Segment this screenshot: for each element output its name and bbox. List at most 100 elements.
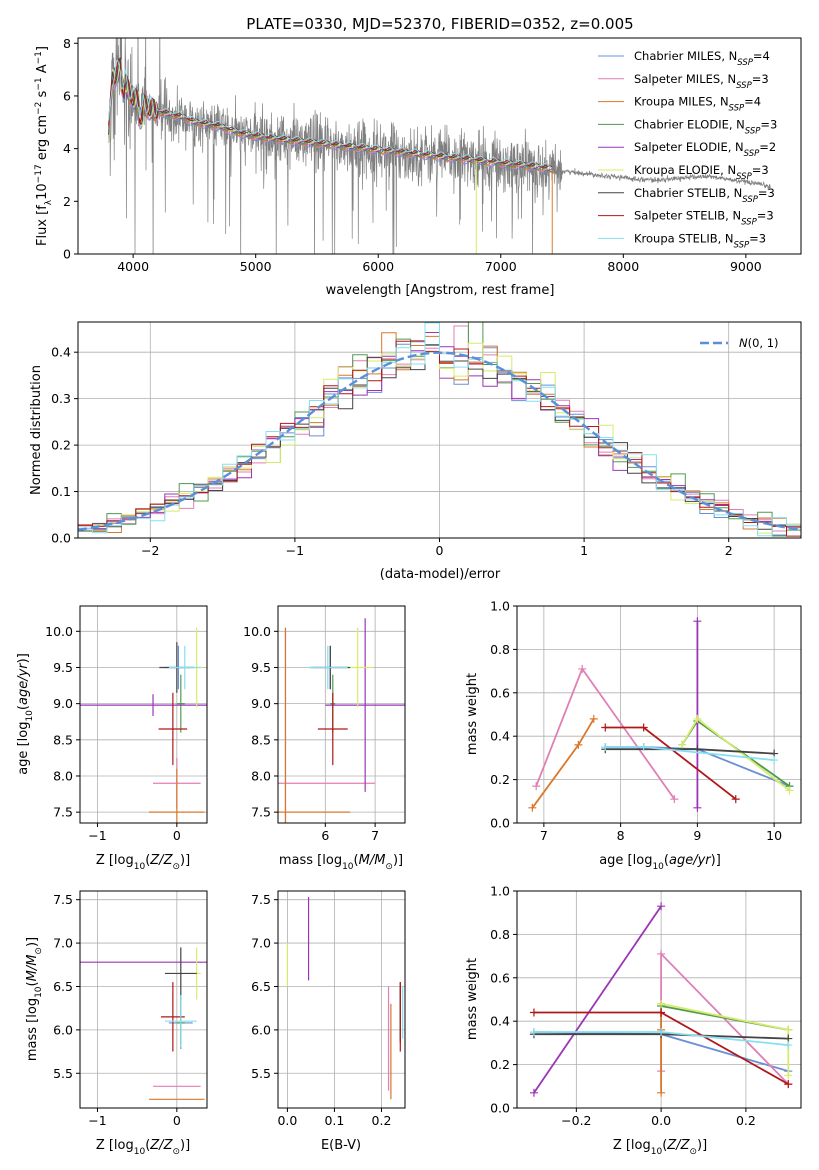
legend-name: Salpeter ELODIE, N: [634, 140, 744, 154]
age-mass-x-label-part: (: [354, 853, 359, 868]
axes-frame: [277, 890, 406, 1109]
histogram-y-label: Normed distribution: [29, 365, 44, 495]
weight-z-x-label-part: (: [662, 1138, 667, 1153]
y-tick-label: 7.0: [53, 936, 73, 951]
x-tick-label: 5000: [240, 259, 272, 274]
legend-nssp: =4: [744, 95, 761, 109]
data-point: [149, 768, 205, 823]
y-tick-label: 0.2: [490, 1057, 510, 1072]
weight-z-x-label-part: Z/Z: [666, 1138, 690, 1153]
legend-entry: Chabrier MILES, NSSP=4: [634, 49, 770, 68]
spectrum-y-label-part: ]: [35, 46, 50, 51]
age-z-x-label-part: )]: [180, 853, 190, 868]
axes-frame: [77, 37, 802, 255]
weight-point-marker: [529, 1008, 538, 1017]
age-vs-Z-axes: −1 0 7.5 8.0 8.5 9.0 9.5 10.0: [45, 605, 208, 843]
legend-entry: Chabrier ELODIE, NSSP=3: [634, 117, 777, 136]
data-point: [278, 627, 351, 823]
y-tick-label: 7.5: [53, 805, 73, 820]
x-tick-label: 0.1: [324, 1113, 344, 1128]
age-z-y-label-part: 10: [25, 710, 35, 722]
x-tick-label: 9: [693, 828, 701, 843]
mass-z-y-label-part: )]: [25, 937, 40, 947]
spectrum-y-label-part: λ: [44, 199, 54, 205]
weight-age-y-label-part: mass weight: [465, 673, 480, 755]
x-tick-label: −2: [141, 543, 159, 558]
legend-sub: SSP: [729, 104, 745, 114]
y-tick-label: 9.5: [251, 660, 271, 675]
mass-z-y-label-part: M/M: [25, 955, 40, 982]
mass-vs-Z-frame: −1 0 5.5 6.0 6.5 7.0 7.5: [53, 890, 208, 1128]
x-tick-label: 7: [371, 828, 379, 843]
x-tick-label: 1: [580, 543, 588, 558]
weight-point-marker: [657, 1028, 666, 1037]
y-tick-label: 0: [63, 247, 71, 262]
y-tick-label: 0.4: [51, 345, 71, 360]
weight-point-marker: [770, 756, 779, 765]
y-tick-label: 5.5: [251, 1066, 271, 1081]
data-point: [325, 618, 405, 792]
y-tick-label: 7.5: [53, 892, 73, 907]
legend-entry: Salpeter MILES, NSSP=3: [634, 72, 769, 91]
legend-entry: Chabrier STELIB, NSSP=3: [634, 186, 775, 205]
weight-point-marker: [670, 795, 679, 804]
weight-series: [528, 714, 598, 812]
mass-vs-Z-plot-area: [80, 947, 207, 1100]
x-tick-label: 0: [173, 828, 181, 843]
spectrum-y-label-part: s: [35, 90, 50, 101]
mass-z-y-label-part: mass [log: [25, 998, 40, 1061]
legend-nssp: =3: [758, 186, 775, 200]
age-z-x-label-part: (: [145, 853, 150, 868]
weight-z-y-label: mass weight: [465, 958, 480, 1040]
y-tick-label: 10.0: [45, 624, 73, 639]
age-mass-x-label-part: ⊙: [385, 862, 393, 872]
legend-symbol: N: [739, 336, 748, 350]
age-mass-x-label-part: )]: [393, 853, 403, 868]
age-z-y-label-part: )]: [16, 653, 31, 663]
x-tick-label: 10: [766, 828, 782, 843]
x-tick-label: 7000: [485, 259, 517, 274]
y-tick-label: 0.1: [51, 484, 71, 499]
axes-frame: [516, 605, 802, 824]
weight-vs-age-plot-area: [528, 617, 794, 812]
histogram-y-label-part: Normed distribution: [29, 365, 44, 495]
y-tick-label: 5.5: [53, 1066, 73, 1081]
weight-z-x-label-part: )]: [697, 1138, 707, 1153]
y-tick-label: 0.0: [490, 1101, 510, 1116]
weight-point-marker: [785, 786, 794, 795]
weight-point-marker: [657, 949, 666, 958]
y-tick-label: 8.0: [53, 768, 73, 783]
age-mass-x-label-part: M/M: [359, 853, 386, 868]
histogram-x-label: (data-model)/error: [380, 567, 501, 582]
weight-point-marker: [601, 723, 610, 732]
weight-series: [657, 999, 793, 1080]
y-tick-label: 0.6: [490, 685, 510, 700]
y-tick-label: 0.0: [490, 816, 510, 831]
y-tick-label: 7.0: [251, 936, 271, 951]
spectrum-y-label-part: −1: [34, 51, 44, 64]
weight-series: [529, 1008, 793, 1089]
data-point: [158, 692, 188, 766]
weight-vs-Z-frame: −0.2 0.0 0.2 0.0 0.2 0.4 0.6 0.8 1.0: [490, 884, 802, 1128]
y-tick-label: 8.0: [251, 768, 271, 783]
spectrum-legend: Chabrier MILES, NSSP=4 Salpeter MILES, NS…: [598, 49, 777, 250]
legend-nssp: =4: [753, 49, 770, 63]
gaussian-reference-curve: [78, 351, 799, 532]
weight-point-marker: [657, 1088, 666, 1097]
mass-ebv-x-label: E(B-V): [321, 1138, 361, 1153]
y-tick-label: 4: [63, 141, 71, 156]
weight-age-x-label-part: age [log: [599, 853, 652, 868]
spectrum-plot-area: [108, 38, 771, 254]
age-mass-x-label-part: 10: [342, 862, 354, 872]
legend-sub: SSP: [745, 126, 761, 136]
age-vs-mass-frame: 6 7 7.5 8.0 8.5 9.0 9.5 10.0: [243, 605, 406, 843]
legend-entry: Kroupa STELIB, NSSP=3: [634, 231, 766, 250]
data-point: [176, 674, 185, 733]
x-tick-label: 9000: [730, 259, 762, 274]
weight-point-marker: [784, 1041, 793, 1050]
x-tick-label: −1: [88, 1113, 106, 1128]
weight-series: [693, 617, 702, 812]
y-tick-label: 0.4: [490, 1014, 510, 1029]
observed-spectrum-line: [108, 38, 771, 254]
